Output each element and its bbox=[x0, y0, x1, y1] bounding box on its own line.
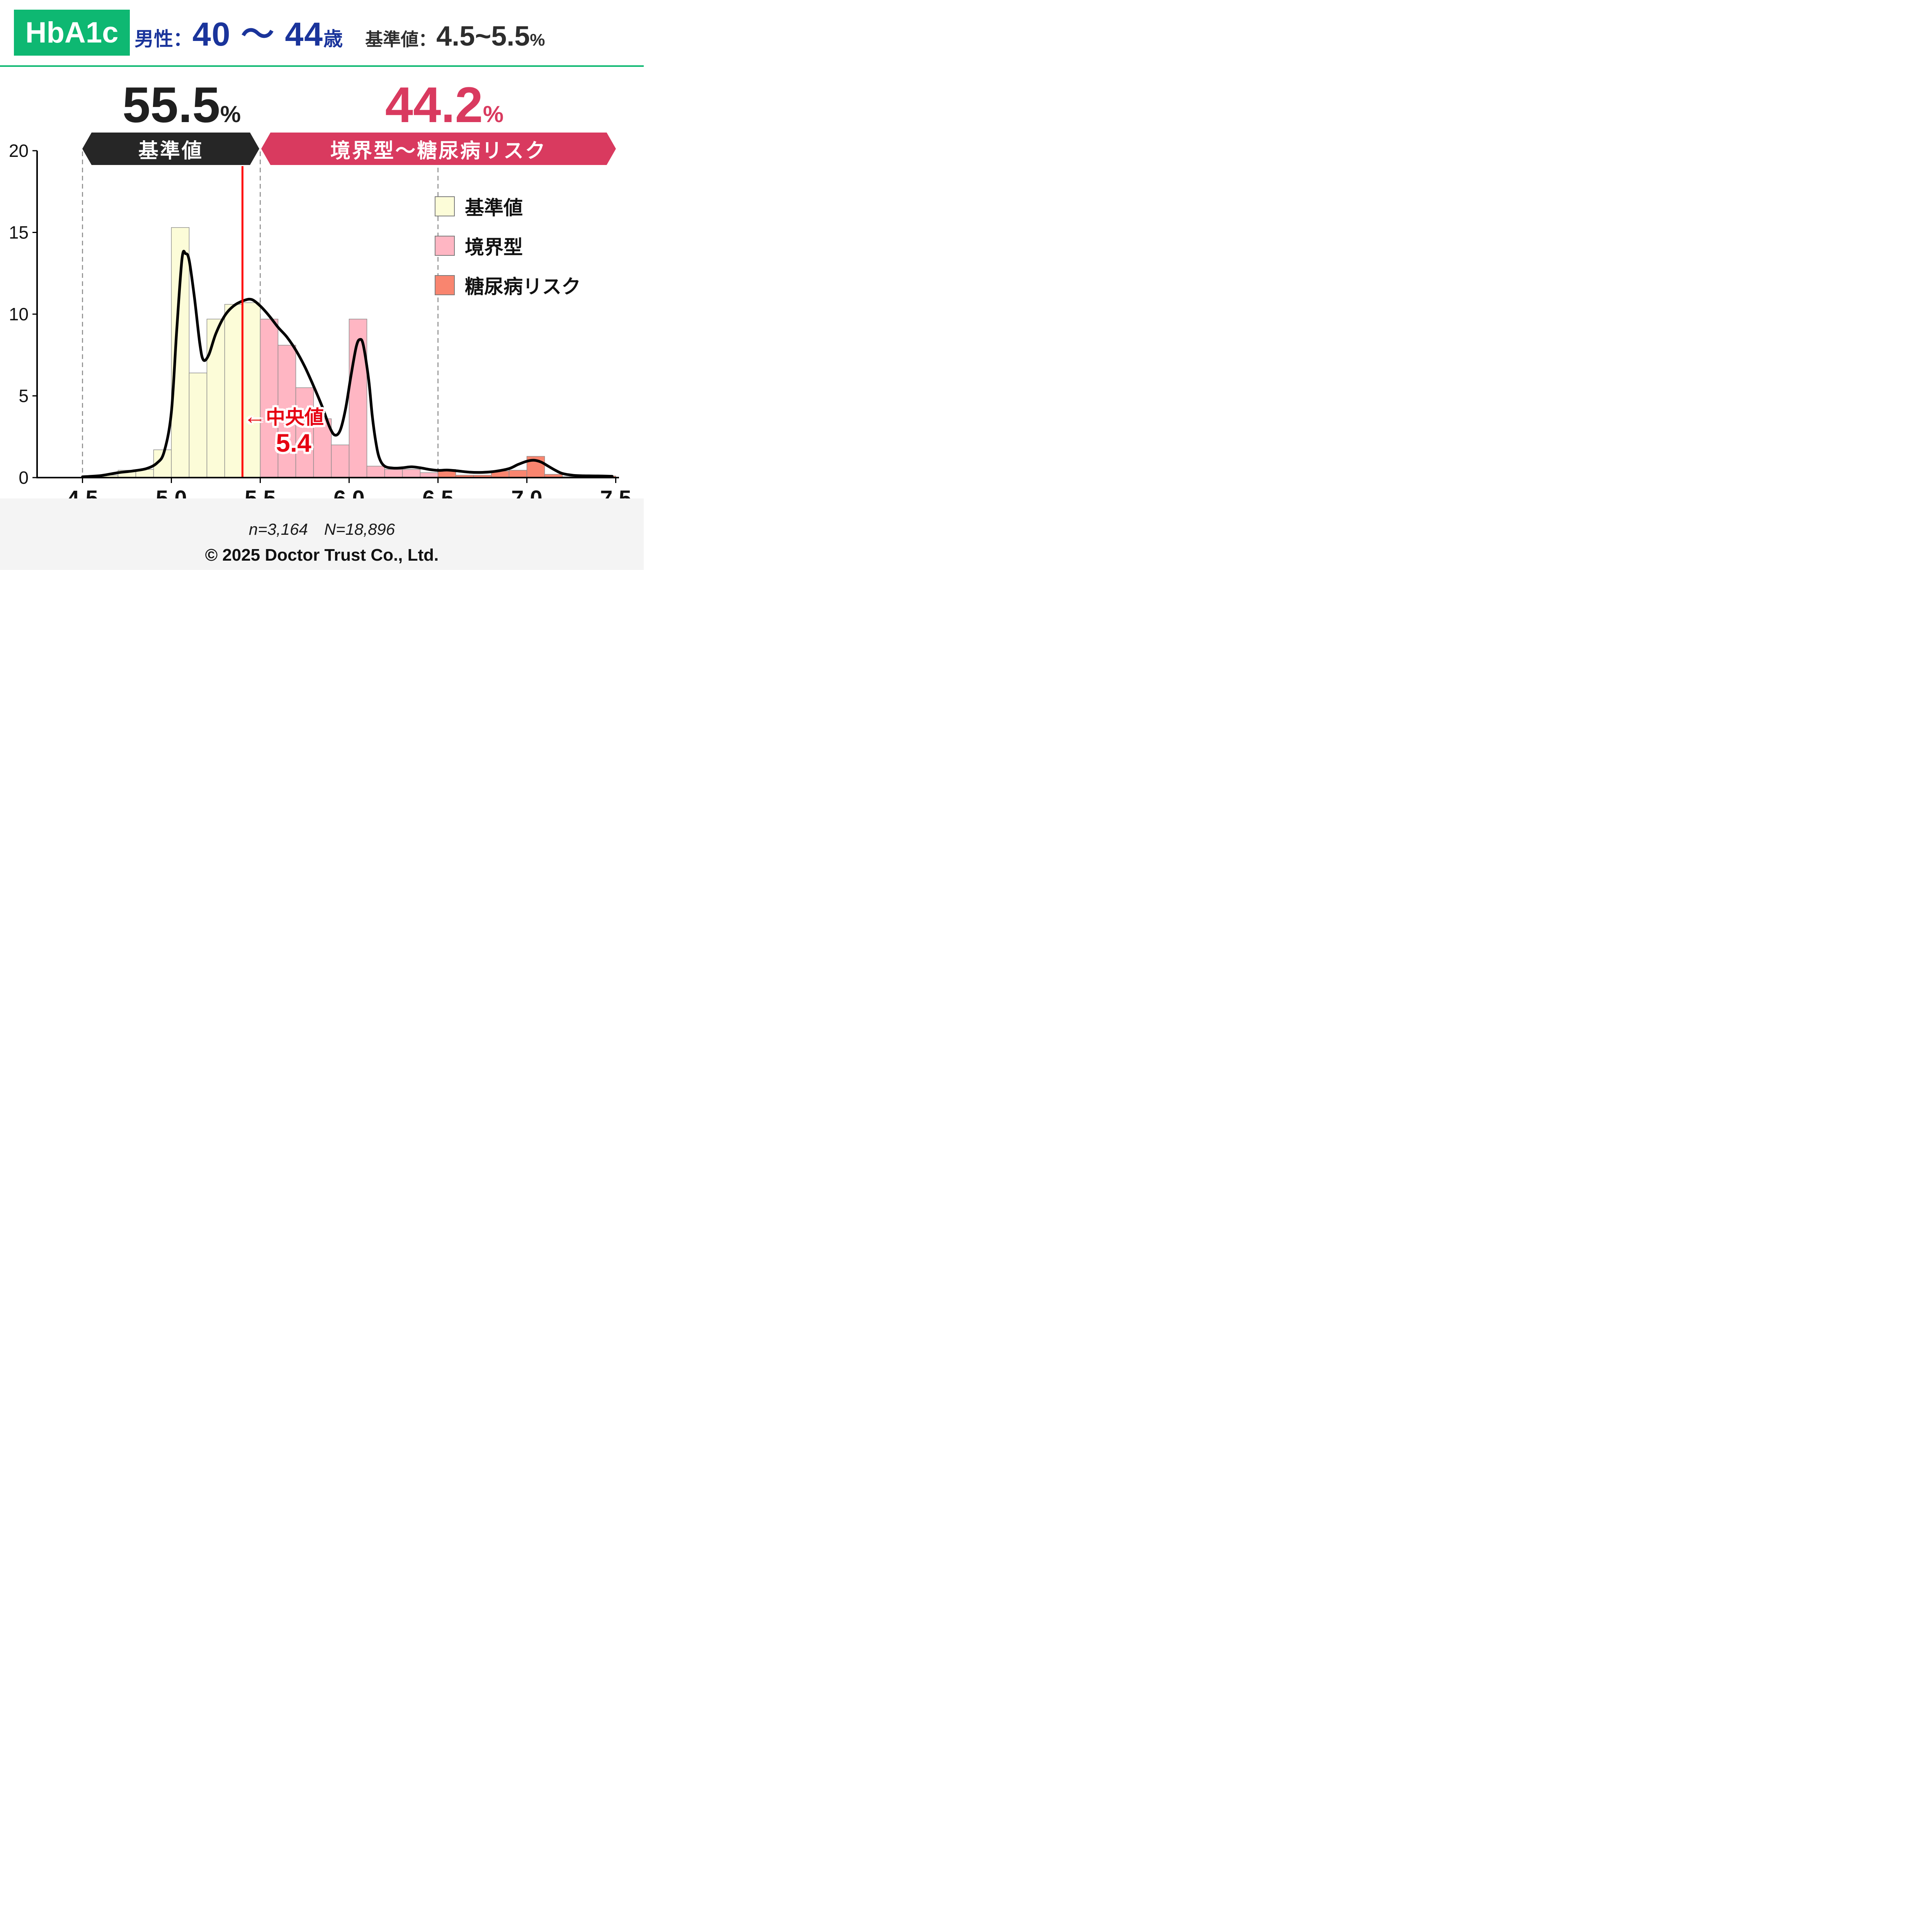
normal-share-value: 55.5 bbox=[122, 77, 220, 133]
risk-share-value: 44.2 bbox=[385, 77, 483, 133]
title-age-unit: 歳 bbox=[323, 28, 343, 50]
copyright-text: © 2025 Doctor Trust Co., Ltd. bbox=[205, 546, 439, 565]
median-arrow-icon: ← bbox=[243, 404, 266, 429]
median-label: 中央値 bbox=[266, 406, 324, 428]
normal-share-unit: % bbox=[220, 101, 241, 127]
y-tick-label: 5 bbox=[19, 386, 29, 406]
risk-share-callout: 44.2% bbox=[385, 76, 503, 134]
normal-share-callout: 55.5% bbox=[122, 76, 241, 134]
histogram-bar bbox=[242, 302, 261, 478]
metric-badge: HbA1c bbox=[14, 10, 130, 56]
histogram-bar bbox=[331, 444, 350, 478]
histogram-bar bbox=[402, 469, 421, 478]
histogram-bar bbox=[366, 466, 385, 478]
title-gender: 男性： bbox=[134, 28, 192, 50]
histogram-bar bbox=[277, 345, 296, 478]
histogram-bar bbox=[509, 470, 527, 478]
header-divider bbox=[0, 65, 644, 67]
sample-size-text: n=3,164 N=18,896 bbox=[248, 520, 395, 538]
chart-legend: 基準値 境界型 糖尿病リスク bbox=[435, 195, 581, 313]
median-value: 5.4 bbox=[276, 429, 311, 457]
median-annotation: ←中央値 bbox=[243, 402, 324, 430]
reference-unit: % bbox=[530, 31, 545, 49]
header-titles: 男性： 40 ～ 44 歳 基準値： 4.5~5.5 % bbox=[134, 7, 545, 55]
risk-range-ribbon: 境界型～糖尿病リスク bbox=[261, 133, 616, 165]
legend-item-risk: 糖尿病リスク bbox=[435, 274, 581, 298]
histogram-bar bbox=[313, 418, 332, 478]
histogram-bar bbox=[295, 387, 314, 478]
hba1c-report-card: HbA1c 男性： 40 ～ 44 歳 基準値： 4.5~5.5 % 55.5%… bbox=[0, 0, 644, 570]
histogram-bar bbox=[260, 318, 279, 478]
legend-label-normal: 基準値 bbox=[465, 197, 523, 219]
histogram-bar bbox=[189, 372, 207, 478]
title-age-range: 40 ～ 44 bbox=[192, 16, 324, 53]
histogram-bar bbox=[206, 318, 225, 478]
legend-swatch-border bbox=[435, 236, 455, 256]
legend-swatch-normal bbox=[435, 196, 455, 216]
y-tick-label: 20 bbox=[9, 141, 29, 161]
histogram-bar bbox=[384, 469, 403, 478]
y-tick-label: 0 bbox=[19, 468, 29, 488]
risk-range-ribbon-label: 境界型～糖尿病リスク bbox=[330, 139, 547, 162]
y-tick-label: 15 bbox=[9, 223, 29, 243]
legend-item-border: 境界型 bbox=[435, 235, 581, 258]
reference-label: 基準値： bbox=[365, 29, 437, 49]
metric-badge-label: HbA1c bbox=[25, 16, 119, 49]
risk-share-unit: % bbox=[483, 101, 504, 127]
legend-label-risk: 糖尿病リスク bbox=[465, 276, 581, 298]
legend-label-border: 境界型 bbox=[465, 236, 523, 258]
footer-band: n=3,164 N=18,896 © 2025 Doctor Trust Co.… bbox=[0, 498, 644, 570]
legend-swatch-risk bbox=[435, 275, 455, 295]
histogram-bar bbox=[224, 304, 243, 478]
kde-curve bbox=[81, 250, 614, 478]
y-tick-label: 10 bbox=[9, 304, 29, 324]
legend-item-normal: 基準値 bbox=[435, 195, 581, 219]
normal-range-ribbon: 基準値 bbox=[82, 133, 259, 165]
normal-range-ribbon-label: 基準値 bbox=[138, 139, 203, 162]
reference-value: 4.5~5.5 bbox=[436, 21, 530, 52]
